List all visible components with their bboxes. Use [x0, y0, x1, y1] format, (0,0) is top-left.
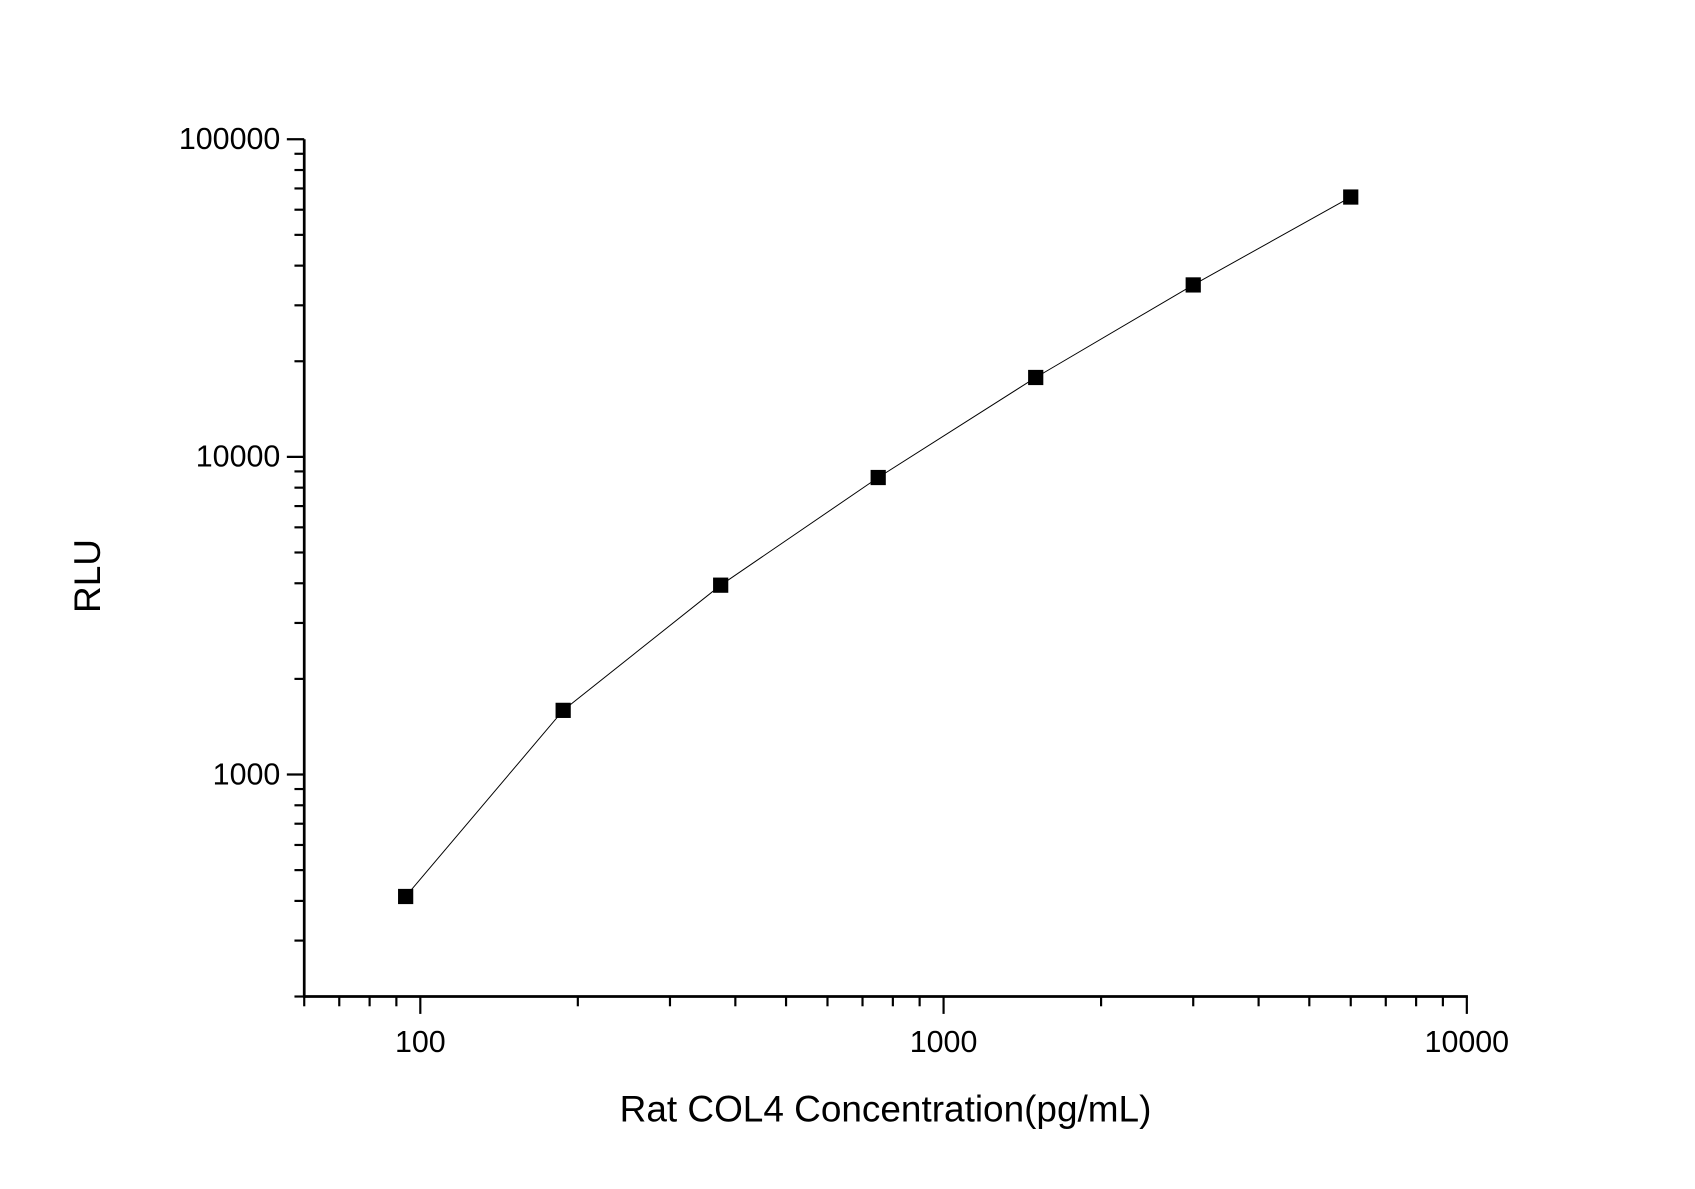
data-point — [555, 702, 571, 718]
series-line — [405, 196, 1351, 897]
x-tick-label: 100 — [395, 1025, 446, 1059]
y-tick-label: 1000 — [213, 757, 281, 791]
data-point — [713, 577, 729, 593]
data-point — [398, 888, 414, 905]
y-tick-label: 100000 — [179, 122, 280, 156]
axes — [302, 139, 1468, 998]
series — [398, 189, 1359, 905]
y-tick-label: 10000 — [196, 440, 281, 474]
data-point — [1185, 277, 1201, 293]
data-point — [1028, 369, 1044, 386]
data-point — [870, 469, 886, 486]
x-axis-label: Rat COL4 Concentration(pg/mL) — [620, 1088, 1152, 1129]
ticks — [286, 138, 1468, 1014]
data-point — [1343, 189, 1359, 205]
x-tick-label: 1000 — [910, 1025, 978, 1059]
y-axis-label: RLU — [67, 539, 108, 613]
tick-labels: 100 1000 10000 1000 10000 100000 — [179, 122, 1509, 1059]
x-tick-label: 10000 — [1425, 1025, 1510, 1059]
